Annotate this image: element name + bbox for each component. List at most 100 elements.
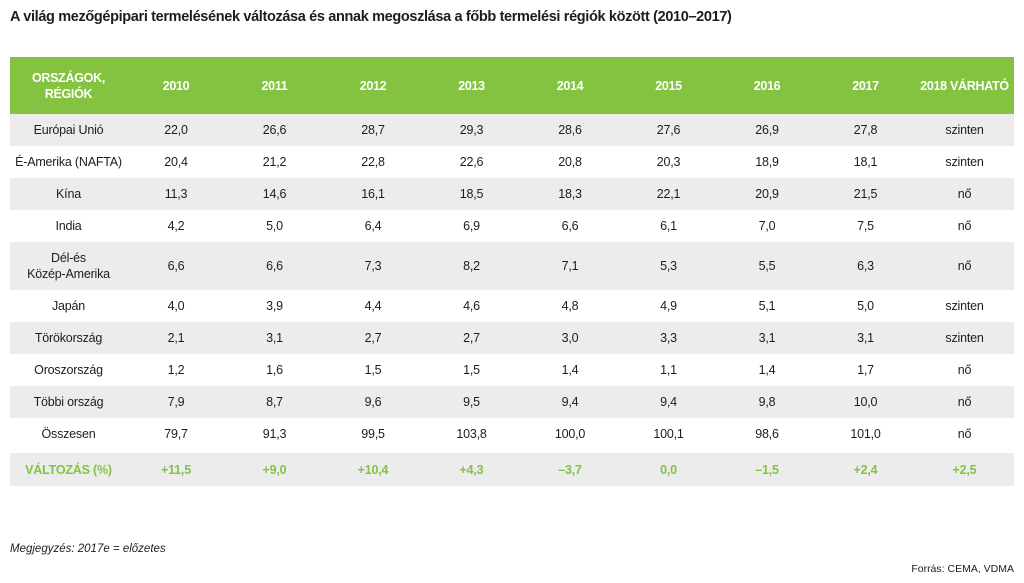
table-cell: 20,3 (619, 146, 718, 178)
column-header-region: ORSZÁGOK, RÉGIÓK (10, 57, 127, 114)
table-cell: 3,1 (816, 322, 915, 354)
table-cell: 29,3 (422, 114, 521, 146)
table-row: Japán 4,0 3,9 4,4 4,6 4,8 4,9 5,1 5,0 szinten (10, 290, 1014, 322)
outlook-cell: nő (915, 178, 1014, 210)
table-cell: 5,1 (718, 290, 816, 322)
table-cell: 26,6 (225, 114, 324, 146)
table-cell: 1,6 (225, 354, 324, 386)
table-cell: 18,1 (816, 146, 915, 178)
table-cell: 5,5 (718, 242, 816, 290)
row-label: Európai Unió (10, 114, 127, 146)
table-row: É-Amerika (NAFTA) 20,4 21,2 22,8 22,6 20,8 20,… (10, 146, 1014, 178)
table-cell: 9,8 (718, 386, 816, 418)
table-cell: 6,9 (422, 210, 521, 242)
table-cell: 6,6 (127, 242, 225, 290)
table-cell: 1,5 (324, 354, 422, 386)
table-cell: 22,1 (619, 178, 718, 210)
column-header: 2010 (127, 57, 225, 114)
table-cell: 98,6 (718, 418, 816, 450)
table-cell: 4,4 (324, 290, 422, 322)
row-label: Dél-és Közép-Amerika (10, 242, 127, 290)
table-cell: 18,9 (718, 146, 816, 178)
table-cell: 2,1 (127, 322, 225, 354)
change-cell: –1,5 (718, 453, 816, 486)
table-cell: 6,1 (619, 210, 718, 242)
table-cell: 27,6 (619, 114, 718, 146)
table-cell: 4,2 (127, 210, 225, 242)
change-cell: +2,5 (915, 453, 1014, 486)
change-cell: 0,0 (619, 453, 718, 486)
outlook-cell: szinten (915, 114, 1014, 146)
table-cell: 28,7 (324, 114, 422, 146)
row-label: É-Amerika (NAFTA) (10, 146, 127, 178)
change-cell: +4,3 (422, 453, 521, 486)
outlook-cell: szinten (915, 146, 1014, 178)
column-header: 2011 (225, 57, 324, 114)
table-cell: 7,5 (816, 210, 915, 242)
table-cell: 22,8 (324, 146, 422, 178)
table-cell: 100,1 (619, 418, 718, 450)
table-row: Európai Unió 22,0 26,6 28,7 29,3 28,6 27,6 26,9… (10, 114, 1014, 146)
table-cell: 100,0 (521, 418, 619, 450)
table-cell: 2,7 (422, 322, 521, 354)
table-cell: 1,7 (816, 354, 915, 386)
table-cell: 103,8 (422, 418, 521, 450)
table-row: Összesen 79,7 91,3 99,5 103,8 100,0 100,1 98,6 1… (10, 418, 1014, 450)
table-separator (10, 450, 1014, 453)
table-row: Törökország 2,1 3,1 2,7 2,7 3,0 3,3 3,1 3,1 szint… (10, 322, 1014, 354)
header-row: ORSZÁGOK, RÉGIÓK 2010 2011 2012 2013 2014 2015 2… (10, 57, 1014, 114)
table-cell: 91,3 (225, 418, 324, 450)
page-title: A világ mezőgépipari termelésének változ… (10, 9, 732, 25)
outlook-cell: nő (915, 242, 1014, 290)
column-header: 2015 (619, 57, 718, 114)
table-cell: 8,2 (422, 242, 521, 290)
table-cell: 1,5 (422, 354, 521, 386)
table-cell: 26,9 (718, 114, 816, 146)
table-cell: 1,4 (521, 354, 619, 386)
column-header: 2018 VÁRHATÓ (915, 57, 1014, 114)
table-cell: 5,3 (619, 242, 718, 290)
outlook-cell: nő (915, 418, 1014, 450)
outlook-cell: nő (915, 354, 1014, 386)
table-cell: 20,8 (521, 146, 619, 178)
production-table: ORSZÁGOK, RÉGIÓK 2010 2011 2012 2013 2014 2015 2… (10, 57, 1014, 486)
outlook-cell: szinten (915, 290, 1014, 322)
table-row: Többi ország 7,9 8,7 9,6 9,5 9,4 9,4 9,8 10,0 nő (10, 386, 1014, 418)
table-cell: 4,8 (521, 290, 619, 322)
change-cell: +11,5 (127, 453, 225, 486)
table-cell: 6,3 (816, 242, 915, 290)
column-header: 2017 (816, 57, 915, 114)
table-cell: 18,3 (521, 178, 619, 210)
row-label: Kína (10, 178, 127, 210)
table-cell: 7,3 (324, 242, 422, 290)
table-header: ORSZÁGOK, RÉGIÓK 2010 2011 2012 2013 2014 2015 2… (10, 57, 1014, 114)
table-cell: 4,0 (127, 290, 225, 322)
table-cell: 8,7 (225, 386, 324, 418)
table-cell: 1,1 (619, 354, 718, 386)
table-cell: 3,9 (225, 290, 324, 322)
change-row: VÁLTOZÁS (%) +11,5 +9,0 +10,4 +4,3 –3,7 0,0 –1,… (10, 453, 1014, 486)
table-cell: 27,8 (816, 114, 915, 146)
table-row: Oroszország 1,2 1,6 1,5 1,5 1,4 1,1 1,4 1,7 nő (10, 354, 1014, 386)
outlook-cell: nő (915, 386, 1014, 418)
row-label: Összesen (10, 418, 127, 450)
outlook-cell: nő (915, 210, 1014, 242)
change-cell: +10,4 (324, 453, 422, 486)
footnote: Megjegyzés: 2017e = előzetes (10, 543, 166, 555)
column-header: 2014 (521, 57, 619, 114)
table-cell: 99,5 (324, 418, 422, 450)
table-cell: 7,1 (521, 242, 619, 290)
table-cell: 18,5 (422, 178, 521, 210)
table-cell: 21,5 (816, 178, 915, 210)
table-cell: 3,1 (718, 322, 816, 354)
source-credit: Forrás: CEMA, VDMA (911, 563, 1014, 575)
table-cell: 5,0 (816, 290, 915, 322)
table-row: Kína 11,3 14,6 16,1 18,5 18,3 22,1 20,9 21,5 nő (10, 178, 1014, 210)
change-row-label: VÁLTOZÁS (%) (10, 453, 127, 486)
column-header: 2012 (324, 57, 422, 114)
table-cell: 21,2 (225, 146, 324, 178)
table-cell: 3,1 (225, 322, 324, 354)
outlook-cell: szinten (915, 322, 1014, 354)
table-cell: 101,0 (816, 418, 915, 450)
table-cell: 14,6 (225, 178, 324, 210)
